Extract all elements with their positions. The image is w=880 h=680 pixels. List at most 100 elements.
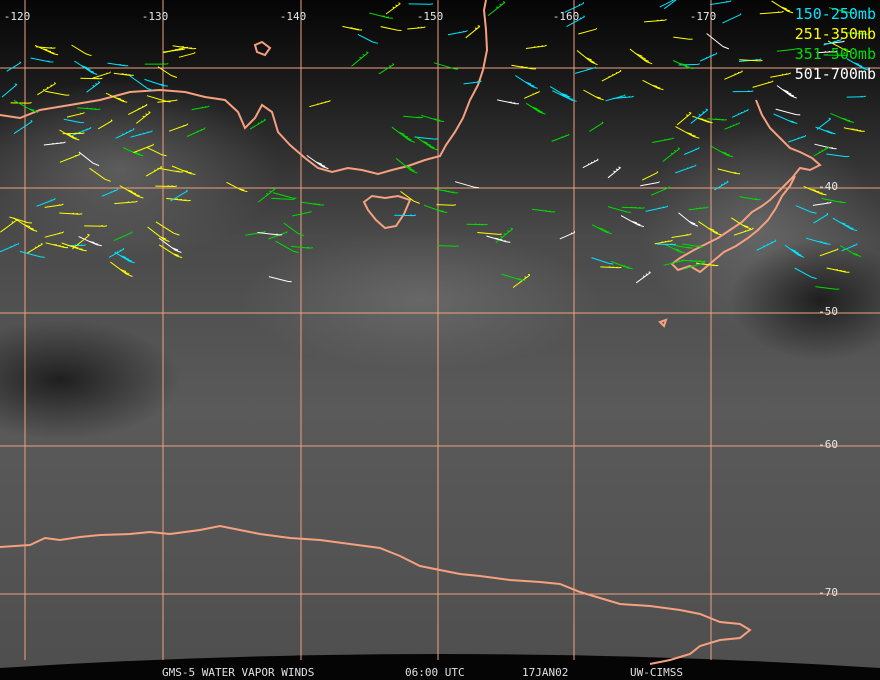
wind-barb bbox=[775, 108, 801, 116]
wind-barb bbox=[771, 0, 794, 14]
wind-barb bbox=[821, 197, 846, 203]
wind-barb bbox=[423, 204, 448, 213]
wind-barb bbox=[722, 13, 742, 24]
wind-barb bbox=[59, 153, 81, 163]
wind-barb bbox=[110, 261, 133, 277]
wind-barb bbox=[839, 245, 862, 257]
wind-barb bbox=[113, 72, 134, 76]
wind-barb bbox=[89, 167, 111, 182]
wind-barb bbox=[433, 62, 459, 70]
wind-barb bbox=[133, 143, 154, 154]
wind-barb bbox=[80, 77, 103, 80]
wind-barb bbox=[67, 244, 86, 247]
wind-barb bbox=[652, 137, 674, 143]
wind-barb bbox=[610, 260, 633, 270]
wind-barb bbox=[0, 242, 20, 253]
wind-barb bbox=[135, 111, 151, 124]
wind-barb bbox=[74, 60, 98, 75]
wind-barb bbox=[291, 245, 313, 249]
wind-barb bbox=[144, 78, 168, 87]
wind-barb bbox=[525, 102, 546, 115]
coastline bbox=[670, 99, 822, 274]
wind-barb bbox=[486, 235, 511, 243]
wind-barb bbox=[272, 192, 297, 199]
wind-barb bbox=[815, 286, 840, 290]
wind-barb bbox=[306, 154, 329, 170]
wind-barb bbox=[127, 103, 148, 116]
wind-barb bbox=[158, 244, 183, 259]
wind-barb bbox=[564, 2, 585, 13]
wind-barb bbox=[620, 215, 645, 228]
wind-barb bbox=[695, 262, 719, 267]
wind-barb bbox=[525, 44, 547, 49]
wind-barb bbox=[268, 231, 288, 240]
wind-barb bbox=[84, 225, 108, 227]
wind-barb bbox=[97, 119, 113, 130]
coastline bbox=[0, 0, 489, 176]
wind-barb bbox=[107, 62, 129, 67]
wind-barb bbox=[59, 129, 80, 141]
wind-barb bbox=[601, 69, 622, 82]
coastline bbox=[253, 40, 272, 57]
wind-barb bbox=[575, 66, 596, 74]
wind-barb bbox=[434, 188, 459, 194]
wind-barb bbox=[400, 190, 420, 204]
wind-barb bbox=[812, 201, 832, 206]
wind-barb bbox=[437, 245, 459, 247]
wind-barb bbox=[385, 2, 401, 15]
wind-barb bbox=[122, 147, 144, 157]
wind-barb bbox=[724, 122, 740, 130]
wind-barb bbox=[36, 198, 56, 207]
wind-barb bbox=[788, 135, 807, 143]
wind-barb bbox=[129, 75, 154, 91]
wind-barb bbox=[739, 59, 763, 62]
wind-barb bbox=[369, 12, 393, 19]
wind-barb bbox=[819, 248, 839, 257]
wind-barb bbox=[145, 165, 163, 177]
wind-barb bbox=[828, 7, 853, 14]
wind-barb bbox=[717, 168, 741, 175]
wind-barb bbox=[794, 267, 817, 280]
cloud bbox=[240, 230, 600, 370]
wind-barb bbox=[654, 239, 673, 245]
wind-barb bbox=[795, 205, 817, 214]
wind-barb bbox=[454, 181, 479, 189]
wind-barb bbox=[268, 276, 292, 283]
wind-barb bbox=[37, 82, 56, 96]
wind-barb bbox=[662, 147, 681, 162]
wind-barb bbox=[690, 108, 709, 124]
wind-barb bbox=[651, 186, 670, 196]
wind-barb bbox=[635, 271, 651, 284]
wind-barb bbox=[688, 206, 709, 211]
wind-barb bbox=[707, 118, 727, 121]
wind-barb bbox=[309, 99, 331, 108]
wind-barb bbox=[680, 259, 706, 263]
wind-barb bbox=[487, 1, 506, 16]
wind-barb bbox=[162, 48, 186, 53]
wind-barb bbox=[664, 243, 686, 254]
wind-barb bbox=[656, 243, 676, 246]
wind-barb bbox=[495, 227, 514, 243]
wind-barb bbox=[607, 166, 621, 179]
wind-barb bbox=[19, 250, 45, 258]
longitude-label: -140 bbox=[280, 10, 307, 23]
wind-barb bbox=[463, 80, 482, 85]
wind-barb bbox=[59, 212, 83, 215]
wind-barb bbox=[673, 244, 694, 249]
wind-barb bbox=[524, 90, 540, 99]
wind-barb bbox=[78, 151, 100, 167]
wind-barb bbox=[731, 108, 749, 118]
wind-barb bbox=[645, 205, 669, 212]
wind-barb bbox=[640, 181, 660, 187]
wind-barb bbox=[591, 224, 612, 235]
wind-barb bbox=[292, 210, 312, 217]
wind-barb bbox=[672, 60, 694, 70]
wind-barb bbox=[501, 273, 526, 281]
wind-barb bbox=[621, 206, 645, 209]
legend-entry: 351-500mb bbox=[795, 45, 876, 63]
coastlines bbox=[0, 0, 822, 665]
wind-barb bbox=[826, 153, 850, 158]
wind-barb bbox=[43, 141, 66, 146]
longitude-label: -130 bbox=[142, 10, 169, 23]
wind-barb bbox=[664, 0, 677, 10]
